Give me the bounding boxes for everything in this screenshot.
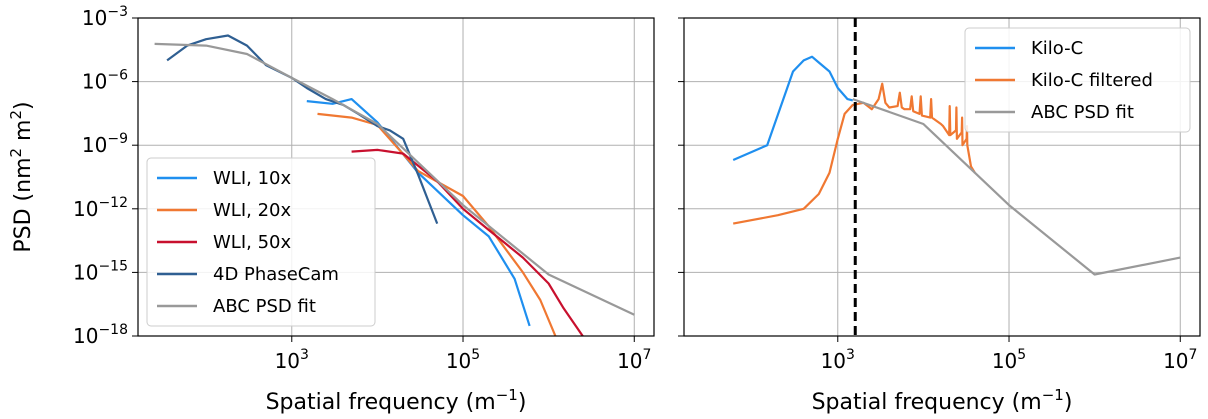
series-group [732, 55, 1181, 276]
plot-frame [683, 17, 1201, 337]
legend-label: Kilo-C [1031, 38, 1083, 59]
x-tick-label: 107 [1163, 347, 1197, 373]
x-tick-label: 103 [275, 347, 309, 373]
series-line-abc-psd-fit [154, 42, 635, 316]
y-tick-label: 10−6 [82, 68, 128, 94]
x-tick-label: 105 [992, 347, 1026, 373]
series-line-wli-20x [317, 112, 557, 336]
legend-label: 4D PhaseCam [213, 264, 339, 285]
legend-label: WLI, 10x [213, 168, 291, 189]
series-group [154, 34, 635, 336]
legend-label: WLI, 20x [213, 200, 291, 221]
legend-label: ABC PSD fit [1031, 102, 1134, 123]
series-line-abc-psd-fit [852, 98, 1181, 276]
legend-label: ABC PSD fit [213, 296, 316, 317]
x-axis-label: Spatial frequency (m−1) [266, 386, 527, 415]
x-tick-label: 107 [617, 347, 651, 373]
plot-frame [137, 17, 655, 337]
x-tick-label: 103 [821, 347, 855, 373]
y-tick-label: 10−15 [73, 258, 128, 284]
legend: WLI, 10x WLI, 20x WLI, 50x 4D PhaseCam ABC P… [146, 157, 376, 327]
legend-box [964, 27, 1191, 133]
y-tick-label: 10−12 [73, 195, 128, 221]
x-axis-label: Spatial frequency (m−1) [812, 386, 1073, 415]
series-line-wli-50x [351, 148, 584, 336]
legend-label: WLI, 50x [213, 232, 291, 253]
y-tick-label: 10−18 [73, 322, 128, 348]
legend: Kilo-C Kilo-C filtered ABC PSD fit [964, 27, 1191, 133]
right-panel: 103 105 107 Kilo-C Kilo-C filtered ABC PSD fi… [678, 17, 1201, 415]
x-tick-label: 105 [446, 347, 480, 373]
series-line-4d-phasecam [166, 34, 439, 225]
series-line-kilo-c-filtered [732, 82, 976, 225]
series-line-kilo-c [732, 55, 854, 162]
y-axis-label: PSD (nm2 m2) [7, 101, 36, 252]
y-tick-label: 10−3 [82, 4, 128, 30]
legend-label: Kilo-C filtered [1031, 70, 1153, 91]
legend-box [146, 157, 376, 327]
left-panel: 103 105 107 10−3 10−6 10−9 10−12 10−15 10−18 WLI,… [7, 4, 655, 415]
y-tick-label: 10−9 [82, 131, 128, 157]
